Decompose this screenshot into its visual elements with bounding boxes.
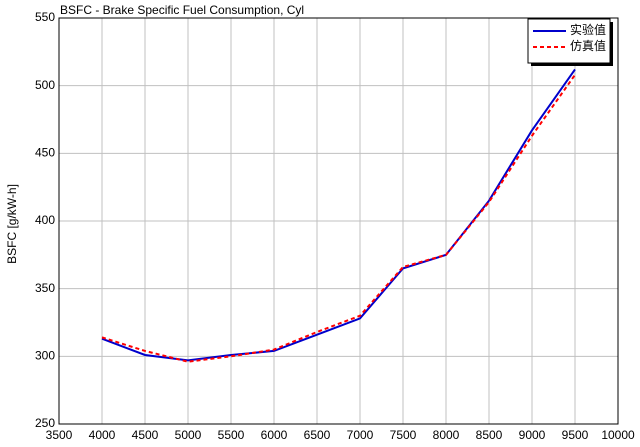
x-tick-label: 6000 <box>261 428 288 442</box>
legend-label: 实验值 <box>570 22 606 37</box>
x-tick-label: 6500 <box>304 428 331 442</box>
x-tick-label: 4500 <box>132 428 159 442</box>
y-tick-label: 350 <box>35 281 55 295</box>
y-tick-label: 450 <box>35 146 55 160</box>
y-tick-label: 250 <box>35 416 55 430</box>
y-tick-label: 300 <box>35 349 55 363</box>
plot-frame <box>58 17 619 425</box>
chart-title: BSFC - Brake Specific Fuel Consumption, … <box>60 3 304 17</box>
legend-label: 仿真值 <box>570 38 606 53</box>
data-line <box>101 74 576 363</box>
x-tick-label: 9500 <box>562 428 589 442</box>
y-tick-label: 550 <box>35 10 55 24</box>
x-tick-label: 5500 <box>218 428 245 442</box>
y-tick-label: 400 <box>35 213 55 227</box>
legend-box <box>527 18 611 64</box>
x-tick-label: 5000 <box>175 428 202 442</box>
y-tick-label: 500 <box>35 78 55 92</box>
x-tick-label: 8500 <box>476 428 503 442</box>
x-tick-label: 7500 <box>390 428 417 442</box>
x-tick-label: 7000 <box>347 428 374 442</box>
x-tick-label: 4000 <box>89 428 116 442</box>
x-tick-label: 8000 <box>433 428 460 442</box>
y-axis-label: BSFC [g/kW-h] <box>5 184 19 264</box>
data-line <box>101 68 576 362</box>
x-tick-label: 9000 <box>519 428 546 442</box>
x-tick-label: 3500 <box>46 428 73 442</box>
x-tick-label: 10000 <box>601 428 635 442</box>
